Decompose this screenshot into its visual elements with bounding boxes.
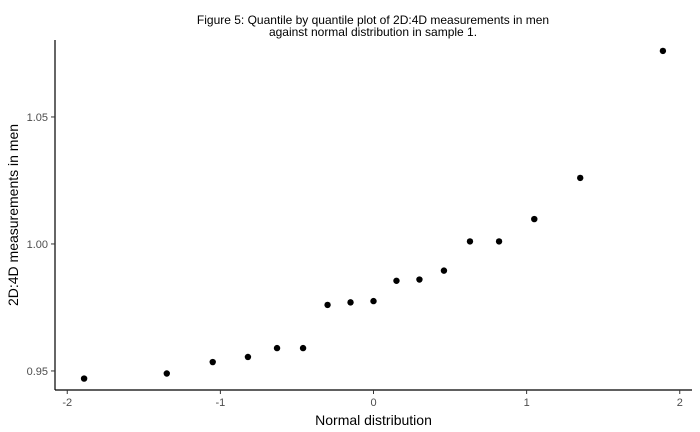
data-point [347,299,354,306]
y-tick-label: 1.00 [27,239,48,251]
data-point [324,301,331,309]
data-point [416,276,423,283]
y-tick-label: 0.95 [27,366,48,378]
y-axis: 0.95 1.00 1.05 [27,112,55,378]
data-point [466,238,474,245]
chart-title: Figure 5: Quantile by quantile plot of 2… [197,13,549,39]
data-point [209,358,216,366]
y-axis-title: 2D:4D measurements in men [5,124,21,306]
data-point [299,344,307,352]
x-axis-title: Normal distribution [315,412,432,428]
data-point [495,238,503,245]
x-tick-label: 0 [370,397,376,409]
x-tick-label: 2 [677,397,683,409]
data-point [659,47,667,55]
y-tick-label: 1.05 [27,112,48,124]
chart-title-line-2: against normal distribution in sample 1. [269,25,477,39]
data-point [80,375,88,382]
x-tick-label: -1 [215,397,225,409]
x-tick-label: -2 [62,397,72,409]
x-axis: -2 -1 0 1 2 [62,390,683,409]
data-point [370,297,377,305]
data-points [80,47,667,382]
chart-title-line-1: Figure 5: Quantile by quantile plot of 2… [197,13,549,27]
data-point [393,277,400,284]
data-point [163,370,170,377]
x-tick-label: 1 [524,397,530,409]
data-point [244,353,252,361]
data-point [577,174,584,182]
plot-area [54,40,692,391]
data-point [440,267,448,274]
data-point [273,344,281,352]
data-point [531,215,538,223]
